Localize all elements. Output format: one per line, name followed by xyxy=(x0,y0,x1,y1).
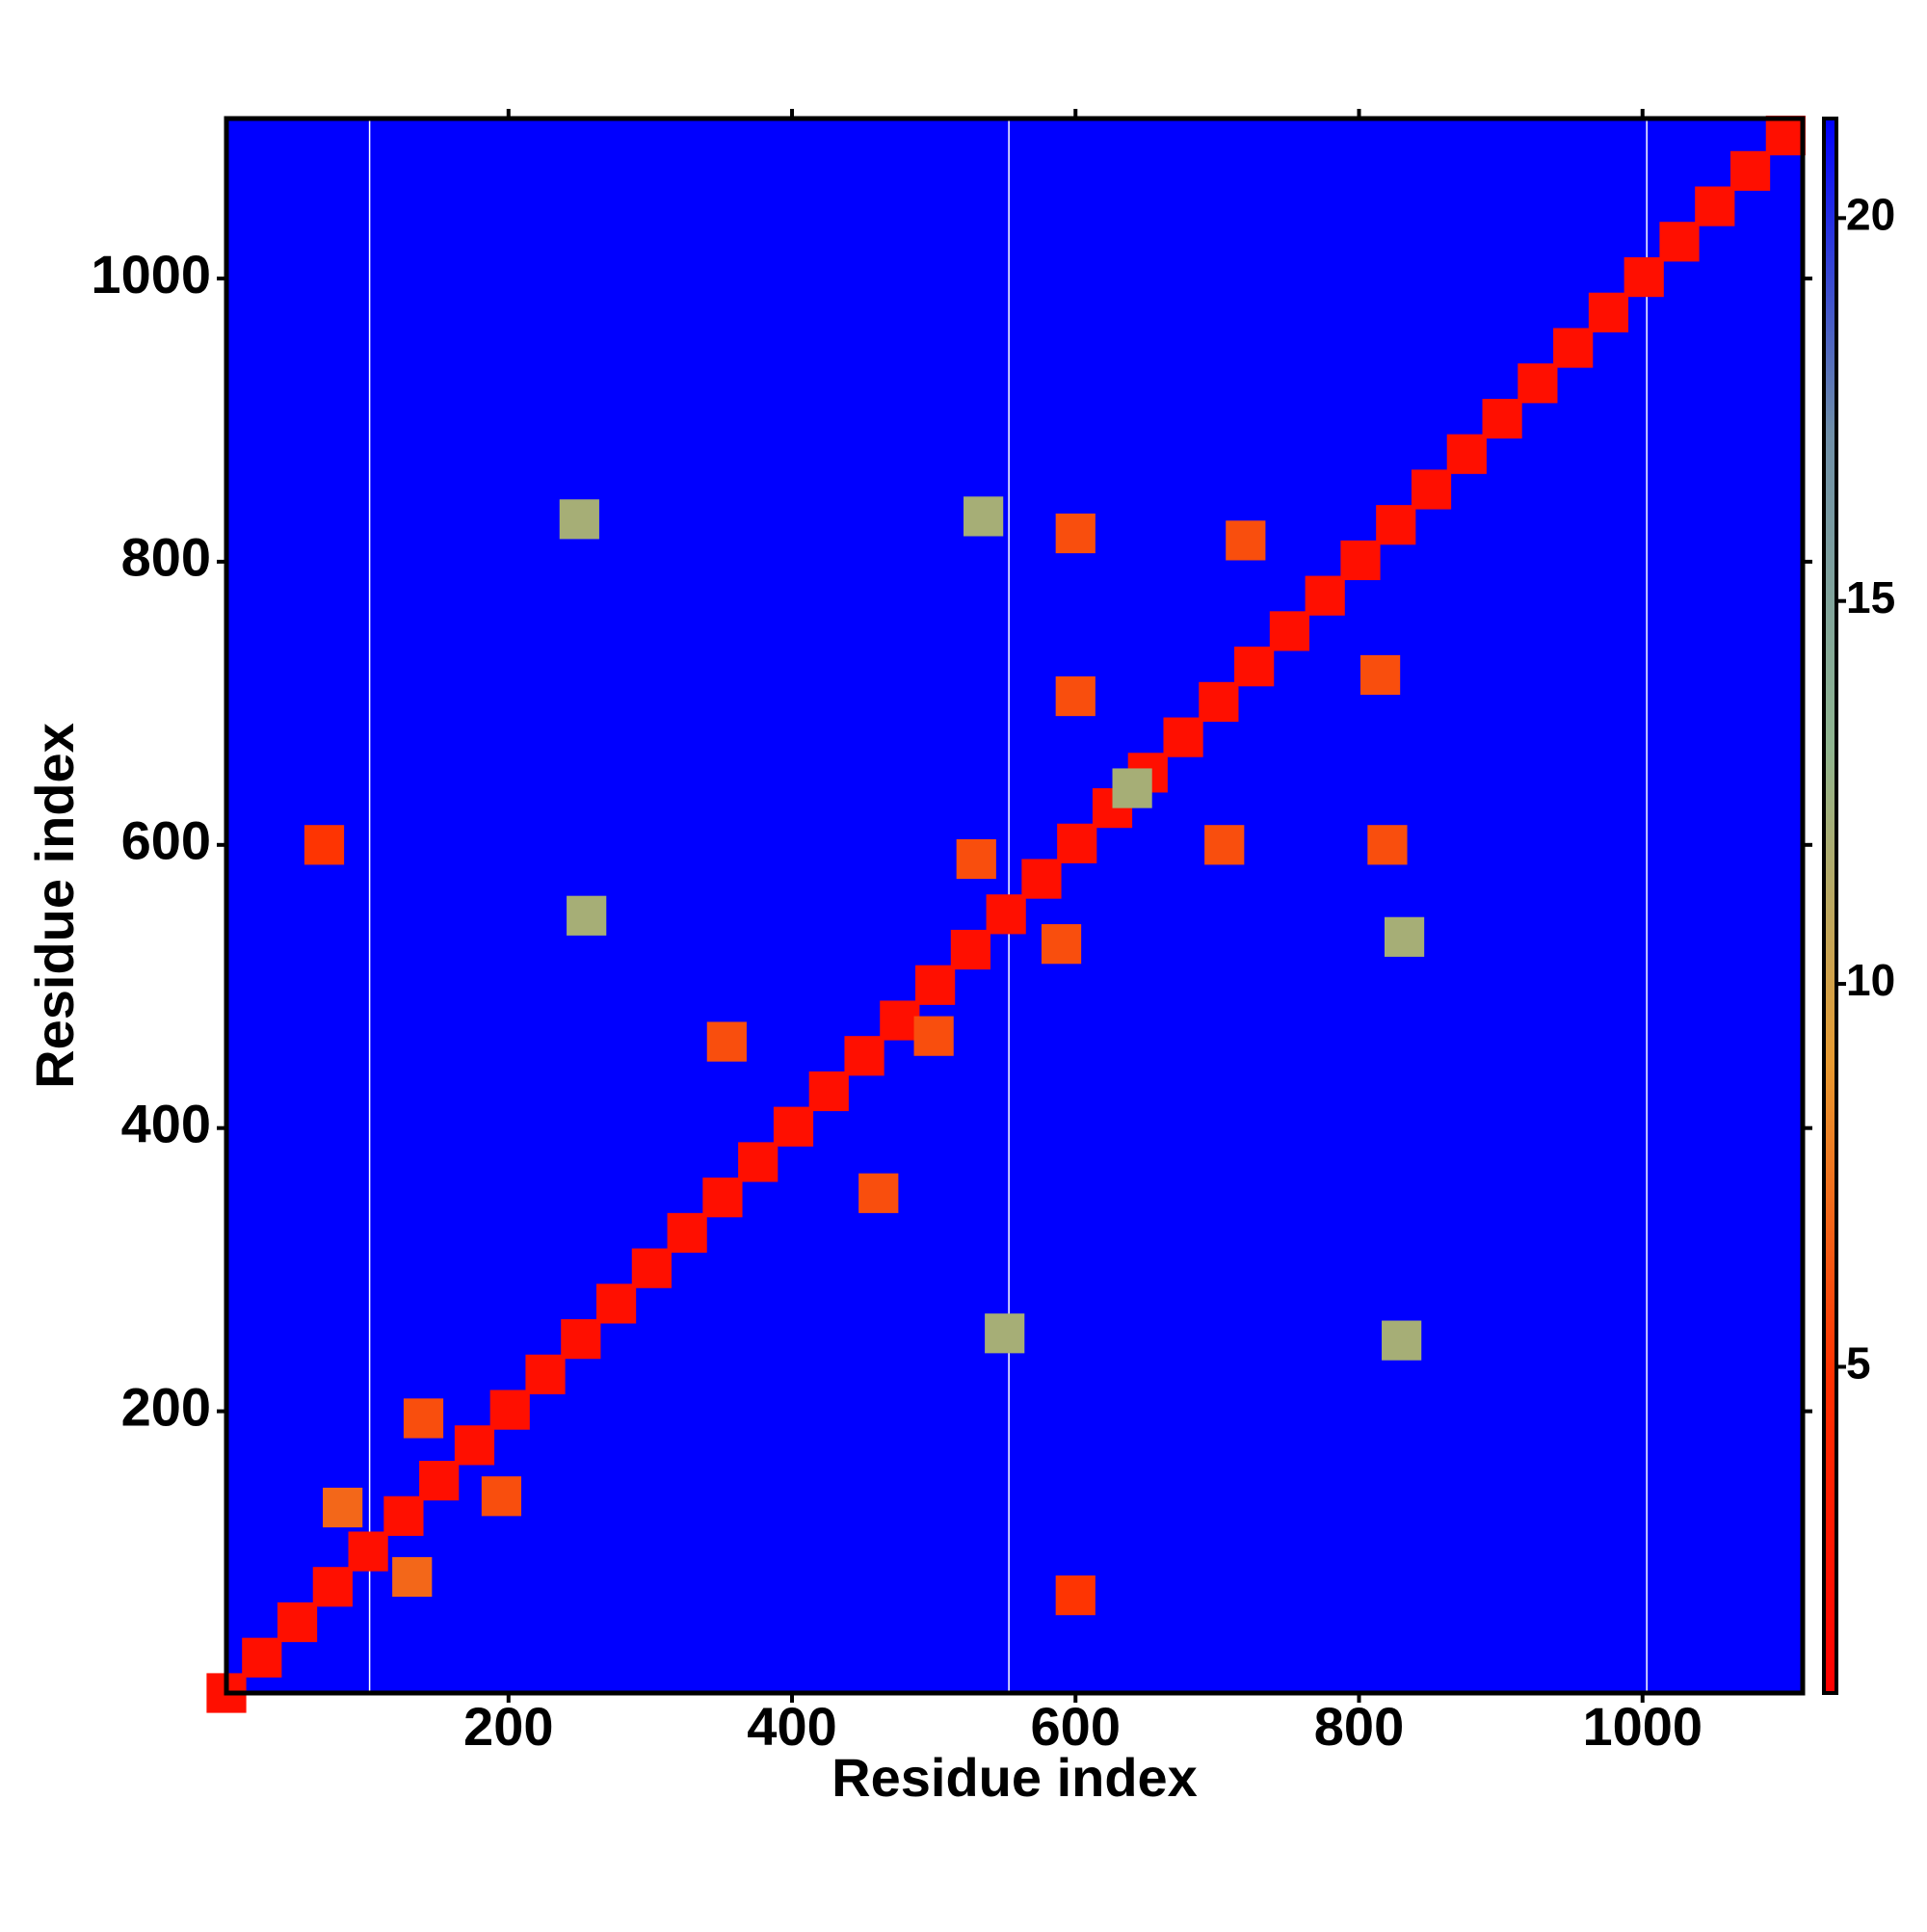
heatmap-cell xyxy=(242,1637,282,1678)
heatmap-cell xyxy=(1021,859,1062,899)
heatmap-cell xyxy=(559,499,599,540)
x-tick-label: 800 xyxy=(1314,1696,1404,1757)
heatmap-cell xyxy=(561,1319,601,1360)
x-tick-label: 1000 xyxy=(1582,1696,1703,1757)
heatmap-cell xyxy=(915,965,956,1005)
heatmap-cell xyxy=(1376,505,1416,545)
heatmap-cell xyxy=(1588,292,1629,332)
heatmap-cell xyxy=(567,895,607,936)
heatmap-cell xyxy=(1055,1575,1095,1616)
heatmap-cell xyxy=(1269,611,1310,651)
colorbar-tick-label: 20 xyxy=(1846,189,1895,239)
heatmap-cell xyxy=(1234,647,1275,687)
colorbar-tick-label: 10 xyxy=(1846,955,1895,1005)
x-axis-title: Residue index xyxy=(832,1747,1198,1808)
y-tick-label: 800 xyxy=(121,527,211,588)
heatmap-cell xyxy=(964,496,1004,537)
heatmap-cell xyxy=(950,929,990,970)
heatmap-cell xyxy=(1199,681,1239,722)
colorbar-tick-label: 5 xyxy=(1846,1338,1871,1389)
heatmap-cell xyxy=(1553,328,1594,368)
heatmap-cell xyxy=(1446,434,1487,474)
heatmap-cell xyxy=(348,1531,388,1572)
heatmap-cell xyxy=(1482,398,1522,439)
colorbar-tick-label: 15 xyxy=(1846,572,1895,622)
heatmap-cell xyxy=(1041,924,1082,965)
x-tick-label: 200 xyxy=(463,1696,553,1757)
heatmap-cell xyxy=(304,825,345,865)
heatmap-cell xyxy=(913,1016,954,1056)
y-axis-title: Residue index xyxy=(24,723,85,1089)
heatmap-cell xyxy=(1411,469,1452,510)
y-tick-label: 200 xyxy=(121,1376,211,1437)
heatmap-cell xyxy=(956,838,996,880)
heatmap-cell xyxy=(1384,916,1425,957)
heatmap-cell xyxy=(631,1248,672,1288)
heatmap-cell xyxy=(858,1173,899,1213)
heatmap-cell xyxy=(1163,717,1203,757)
y-tick-label: 600 xyxy=(121,810,211,871)
heatmap-cell xyxy=(986,894,1026,935)
heatmap-cell xyxy=(706,1021,747,1062)
heatmap-cell xyxy=(403,1398,444,1439)
heatmap-cell xyxy=(1055,513,1095,554)
heatmap-cell xyxy=(525,1354,566,1394)
heatmap-cell xyxy=(323,1487,363,1528)
heatmap-cell xyxy=(880,1000,920,1041)
heatmap-cell xyxy=(1659,222,1700,262)
heatmap-cell xyxy=(1112,768,1152,808)
heatmap-cell xyxy=(1729,150,1771,191)
heatmap-cell xyxy=(1623,256,1664,298)
heatmap-cell xyxy=(481,1476,522,1517)
x-tick-label: 400 xyxy=(747,1696,836,1757)
y-tick-label: 400 xyxy=(121,1093,211,1153)
heatmap-cell xyxy=(985,1313,1025,1354)
heatmap-cell xyxy=(1055,675,1095,717)
heatmap-cell xyxy=(1204,825,1245,865)
heatmap-cell xyxy=(1695,186,1735,226)
heatmap-cell xyxy=(808,1071,849,1112)
heatmap-cell xyxy=(383,1495,424,1536)
heatmap-cell xyxy=(312,1567,353,1607)
heatmap-cell xyxy=(738,1142,779,1182)
heatmap-cell xyxy=(1305,575,1345,616)
heatmap-cell xyxy=(454,1425,495,1466)
heatmap-cell xyxy=(1367,825,1408,865)
heatmap-cell xyxy=(702,1178,743,1218)
heatmap-cell xyxy=(489,1389,530,1430)
plot-frame xyxy=(224,116,1806,1696)
colorbar xyxy=(1822,117,1838,1695)
heatmap-cell xyxy=(419,1460,460,1501)
heatmap-cell xyxy=(1382,1320,1422,1361)
heatmap-cell xyxy=(1765,116,1806,156)
heatmap-cell xyxy=(1057,823,1097,863)
heatmap-cell xyxy=(392,1556,433,1598)
heatmap-cell xyxy=(1340,540,1381,581)
heatmap-cell xyxy=(1359,654,1401,696)
heatmap-cell xyxy=(773,1106,814,1147)
y-tick-label: 1000 xyxy=(91,244,211,304)
x-tick-label: 600 xyxy=(1031,1696,1121,1757)
heatmap-cell xyxy=(1518,363,1558,404)
heatmap-cell xyxy=(844,1036,884,1076)
heatmap-cell xyxy=(277,1601,318,1643)
heatmap-cell xyxy=(1226,520,1266,561)
heatmap-cell xyxy=(595,1284,637,1324)
heatmap-cell xyxy=(667,1212,707,1254)
